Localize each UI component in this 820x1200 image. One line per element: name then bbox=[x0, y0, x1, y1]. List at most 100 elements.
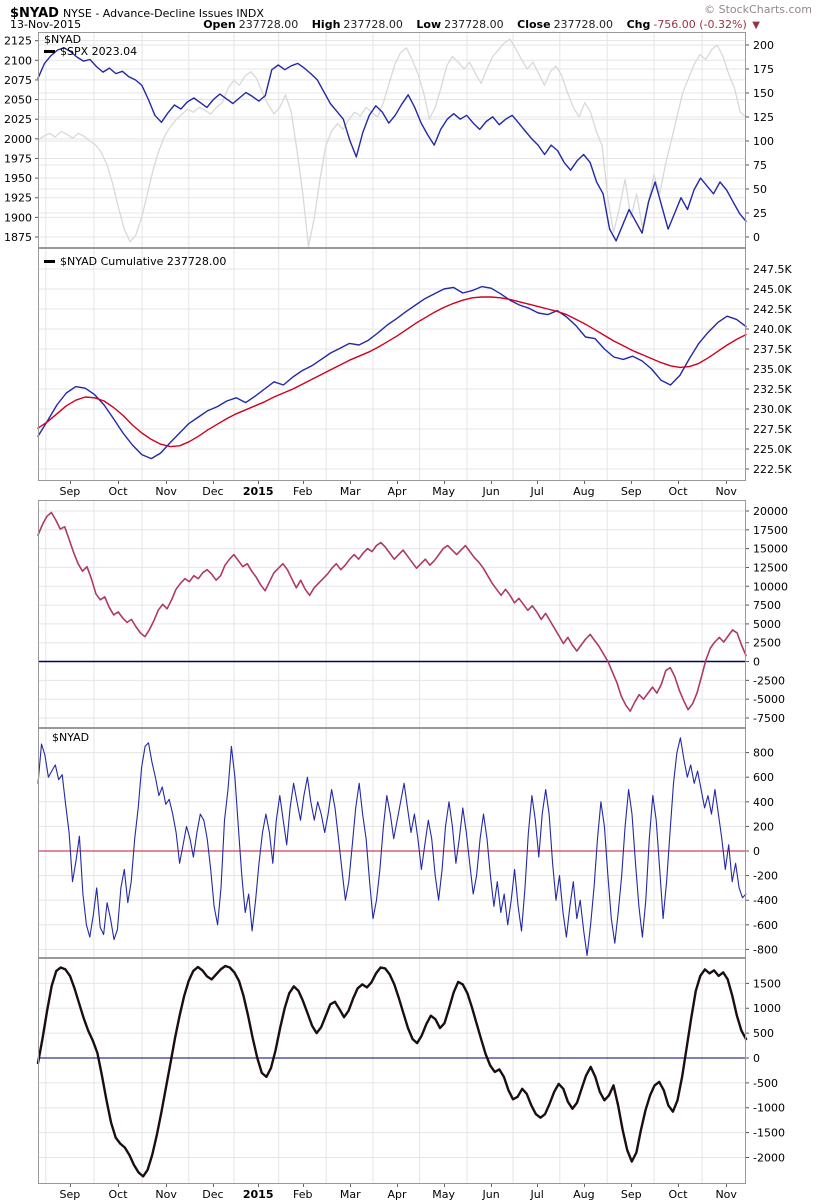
left-axis-tick-label: 2125 bbox=[4, 35, 32, 48]
month-tick bbox=[166, 1184, 168, 1187]
close-label: Close bbox=[517, 18, 551, 31]
month-tick bbox=[537, 1184, 539, 1187]
month-label: Oct bbox=[108, 1188, 128, 1200]
nyad-cumulative-plot: 247.5K 245.0K 242.5K 240.0K 237.5K 235.0K 232.… bbox=[37, 248, 792, 481]
right-axis-tick-label: 230.0K bbox=[753, 403, 792, 416]
chg-value: -756.00 (-0.32%) bbox=[653, 18, 747, 31]
right-axis-tick-label: 1500 bbox=[753, 977, 781, 990]
right-axis-tick-label: 75 bbox=[753, 159, 767, 172]
month-label: Aug bbox=[573, 1188, 595, 1200]
month-label: Sep bbox=[620, 485, 642, 498]
ohlc-readout: Open 237728.00 High 237728.00 Low 237728.00… bbox=[193, 18, 760, 31]
month-label: Nov bbox=[155, 485, 177, 498]
month-tick bbox=[726, 1184, 728, 1187]
panel-nyad-daily: 800 600 400 200 0 -200 -400 -600 -800 $NYAD bbox=[0, 728, 820, 958]
legend-item: $NYAD bbox=[52, 732, 89, 744]
month-tick bbox=[491, 481, 493, 484]
right-axis-tick-label: 800 bbox=[753, 747, 774, 760]
month-tick bbox=[69, 1184, 71, 1187]
series-spx-blue bbox=[37, 47, 747, 242]
right-axis-tick-label: -2500 bbox=[753, 674, 785, 687]
price-overlay-plot: 200 175 150 125 100 75 50 25 0 2125 2100 2075 2050 20… bbox=[4, 32, 774, 248]
right-axis-tick-label: 0 bbox=[753, 1052, 760, 1065]
title-row: $NYAD NYSE - Advance-Decline Issues INDX … bbox=[10, 2, 812, 21]
nyad-smoothed-plot: 1500 1000 500 0 -500 -1000 -1500 -2000 bbox=[36, 958, 785, 1184]
month-tick bbox=[396, 1184, 398, 1187]
panel-nyad-oscillator: 20000 17500 15000 12500 10000 7500 5000 2500 0 -2… bbox=[0, 500, 820, 728]
right-axis-tick-label: -200 bbox=[753, 870, 778, 883]
left-axis-tick-label: 2025 bbox=[4, 113, 32, 126]
month-label: Oct bbox=[668, 485, 688, 498]
right-axis-tick-label: 0 bbox=[753, 231, 760, 244]
month-label: Oct bbox=[668, 1188, 688, 1200]
right-axis-tick-label: 245.0K bbox=[753, 283, 792, 296]
right-axis-tick-label: 225.0K bbox=[753, 443, 792, 456]
legend-label: $SPX 2023.04 bbox=[60, 45, 138, 58]
month-tick bbox=[302, 481, 304, 484]
month-label: Mar bbox=[339, 485, 361, 498]
chevron-down-icon[interactable]: ▼ bbox=[752, 20, 760, 31]
month-label: Jul bbox=[530, 1188, 544, 1200]
month-label: Jun bbox=[482, 1188, 500, 1200]
month-tick bbox=[118, 481, 119, 484]
month-tick bbox=[583, 481, 585, 484]
panel-price-overlay: 200 175 150 125 100 75 50 25 0 2125 2100 2075 2050 20… bbox=[0, 32, 820, 248]
plot-border bbox=[38, 32, 746, 248]
month-tick bbox=[491, 1184, 493, 1187]
right-axis-tick-label: 100 bbox=[753, 135, 774, 148]
right-axis-tick-label: 500 bbox=[753, 1027, 774, 1040]
nyad-oscillator-plot: 20000 17500 15000 12500 10000 7500 5000 2500 0 -2… bbox=[37, 500, 788, 728]
right-axis-tick-label: 15000 bbox=[753, 543, 788, 556]
chg-label: Chg bbox=[626, 18, 651, 31]
right-axis-tick-label: 17500 bbox=[753, 524, 788, 537]
month-tick bbox=[631, 1184, 633, 1187]
right-axis-tick-label: -400 bbox=[753, 894, 778, 907]
right-axis-tick-label: 10000 bbox=[753, 580, 788, 593]
month-label: Dec bbox=[202, 485, 224, 498]
legend-item: $SPX 2023.04 bbox=[44, 46, 137, 58]
left-axis-tick-label: 1975 bbox=[4, 152, 32, 165]
panel-legend: $NYAD Cumulative 237728.00 bbox=[44, 256, 226, 268]
right-axis-tick-label: 1000 bbox=[753, 1002, 781, 1015]
legend-swatch-dash bbox=[44, 50, 55, 53]
right-axis-tick-label: 247.5K bbox=[753, 263, 792, 276]
month-tick bbox=[350, 481, 352, 484]
month-tick bbox=[678, 1184, 680, 1187]
right-axis-tick-label: -600 bbox=[753, 919, 778, 932]
month-tick bbox=[69, 481, 71, 484]
month-tick bbox=[443, 1184, 445, 1187]
plot-border bbox=[38, 500, 746, 728]
panel-legend: $NYAD $SPX 2023.04 bbox=[44, 34, 137, 58]
left-axis-tick-label: 2075 bbox=[4, 74, 32, 87]
low-value: 237728.00 bbox=[444, 18, 504, 31]
month-tick bbox=[396, 481, 398, 484]
series-nyad-ema bbox=[36, 964, 748, 1178]
left-axis-tick-label: 2100 bbox=[4, 54, 32, 67]
month-tick bbox=[443, 481, 445, 484]
left-axis-tick-label: 2050 bbox=[4, 94, 32, 107]
legend-label: $NYAD Cumulative 237728.00 bbox=[60, 255, 227, 268]
right-axis-tick-label: 7500 bbox=[753, 599, 781, 612]
series-cumulative bbox=[37, 285, 747, 460]
date-axis-top: Sep Oct Nov Dec 2015 Feb Mar Apr May Jun Jul Aug Sep… bbox=[0, 481, 820, 500]
month-label: Mar bbox=[339, 1188, 361, 1200]
right-axis-tick-label: 5000 bbox=[753, 618, 781, 631]
series-nyad-gray bbox=[37, 38, 747, 248]
nyad-daily-plot: 800 600 400 200 0 -200 -400 -600 -800 bbox=[37, 728, 778, 958]
month-tick bbox=[212, 481, 214, 484]
right-axis-tick-label: 237.5K bbox=[753, 343, 792, 356]
panel-nyad-cumulative: 247.5K 245.0K 242.5K 240.0K 237.5K 235.0K 232.… bbox=[0, 248, 820, 481]
right-axis-tick-label: 2500 bbox=[753, 637, 781, 650]
left-axis-tick-label: 2000 bbox=[4, 133, 32, 146]
right-axis-tick-label: -800 bbox=[753, 943, 778, 956]
right-axis-tick-label: 232.5K bbox=[753, 383, 792, 396]
right-axis-tick-label: 235.0K bbox=[753, 363, 792, 376]
ticker-symbol: $NYAD bbox=[10, 6, 59, 21]
low-label: Low bbox=[416, 18, 442, 31]
right-axis-tick-label: -1000 bbox=[753, 1102, 785, 1115]
stockcharts-logo: © StockCharts.com bbox=[704, 3, 812, 16]
left-axis-tick-label: 1925 bbox=[4, 192, 32, 205]
right-axis-tick-label: 200 bbox=[753, 820, 774, 833]
month-tick bbox=[118, 1184, 119, 1187]
plot-border bbox=[38, 728, 746, 958]
